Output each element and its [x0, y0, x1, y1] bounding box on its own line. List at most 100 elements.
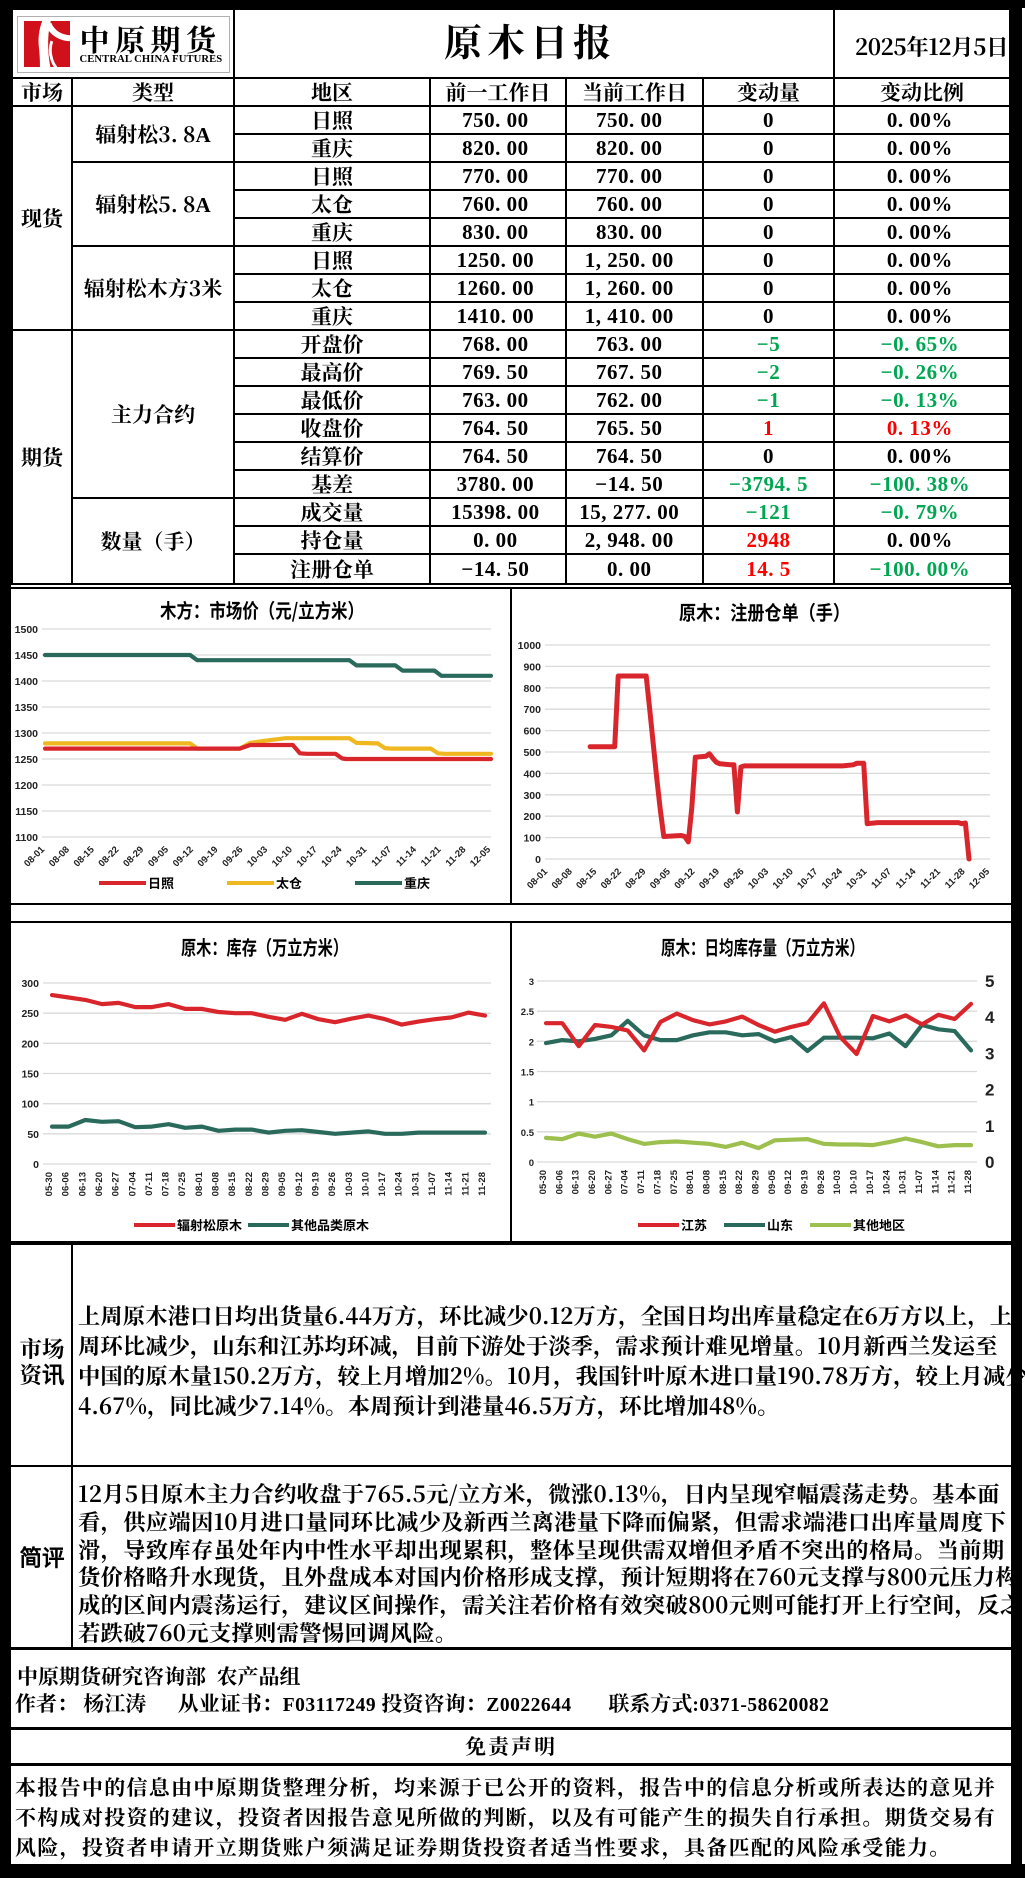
svg-text:08-22: 08-22 [96, 844, 121, 869]
svg-text:09-26: 09-26 [722, 866, 747, 891]
svg-text:11-07: 11-07 [869, 866, 894, 891]
svg-text:11-14: 11-14 [444, 1171, 455, 1195]
svg-text:1: 1 [985, 1117, 994, 1136]
svg-text:06-20: 06-20 [587, 1170, 598, 1194]
svg-text:1000: 1000 [518, 640, 542, 652]
svg-text:150: 150 [21, 1069, 39, 1081]
svg-text:山东: 山东 [767, 1215, 793, 1234]
svg-text:09-19: 09-19 [311, 1172, 322, 1196]
svg-text:10-17: 10-17 [865, 1170, 876, 1194]
svg-text:09-05: 09-05 [648, 866, 673, 891]
svg-text:08-01: 08-01 [22, 844, 47, 869]
svg-text:08-15: 08-15 [574, 866, 599, 891]
svg-text:06-27: 06-27 [111, 1172, 122, 1196]
svg-text:0.5: 0.5 [521, 1128, 535, 1139]
svg-text:09-26: 09-26 [816, 1170, 827, 1194]
svg-text:11-07: 11-07 [914, 1170, 925, 1194]
svg-text:1350: 1350 [15, 702, 39, 714]
svg-text:700: 700 [523, 704, 541, 716]
svg-text:07-25: 07-25 [177, 1171, 188, 1196]
svg-text:09-12: 09-12 [672, 866, 697, 891]
svg-text:09-05: 09-05 [767, 1169, 778, 1194]
svg-text:1400: 1400 [15, 676, 39, 688]
svg-text:其他品类原木: 其他品类原木 [291, 1215, 369, 1234]
svg-text:100: 100 [21, 1099, 39, 1111]
svg-text:1500: 1500 [15, 624, 39, 636]
svg-text:250: 250 [21, 1008, 39, 1020]
svg-text:08-08: 08-08 [211, 1172, 222, 1196]
svg-text:08-08: 08-08 [702, 1170, 713, 1194]
svg-text:08-29: 08-29 [261, 1172, 272, 1196]
svg-text:08-08: 08-08 [47, 844, 72, 869]
svg-text:1250: 1250 [15, 754, 39, 766]
svg-text:06-13: 06-13 [77, 1172, 88, 1196]
svg-text:08-29: 08-29 [121, 844, 146, 869]
svg-text:11-07: 11-07 [427, 1172, 438, 1196]
svg-text:09-12: 09-12 [171, 844, 196, 869]
svg-text:07-04: 07-04 [127, 1171, 138, 1196]
svg-text:07-11: 07-11 [144, 1171, 155, 1195]
svg-text:09-19: 09-19 [196, 844, 221, 869]
svg-text:4: 4 [985, 1008, 995, 1027]
svg-text:300: 300 [21, 978, 39, 990]
svg-text:07-25: 07-25 [669, 1169, 680, 1194]
svg-text:11-21: 11-21 [419, 844, 444, 869]
svg-text:0: 0 [33, 1159, 39, 1171]
svg-text:08-15: 08-15 [72, 844, 97, 869]
svg-text:11-21: 11-21 [918, 866, 943, 891]
svg-text:10-24: 10-24 [394, 1171, 405, 1196]
svg-text:3: 3 [985, 1044, 994, 1063]
svg-text:11-21: 11-21 [460, 1171, 471, 1195]
svg-text:09-05: 09-05 [277, 1171, 288, 1196]
svg-text:1.5: 1.5 [521, 1068, 535, 1079]
svg-text:07-04: 07-04 [620, 1169, 631, 1194]
svg-text:日照: 日照 [148, 873, 174, 892]
svg-text:06-20: 06-20 [94, 1172, 105, 1196]
svg-text:08-22: 08-22 [599, 866, 624, 891]
svg-text:11-28: 11-28 [943, 866, 968, 891]
svg-text:辐射松原木: 辐射松原木 [177, 1215, 242, 1234]
svg-text:08-22: 08-22 [244, 1172, 255, 1196]
svg-text:2.5: 2.5 [521, 1007, 535, 1018]
svg-text:1200: 1200 [15, 780, 39, 792]
svg-text:重庆: 重庆 [404, 873, 430, 892]
svg-text:06-27: 06-27 [603, 1170, 614, 1194]
svg-text:05-30: 05-30 [538, 1170, 549, 1194]
svg-text:10-17: 10-17 [295, 844, 320, 869]
svg-text:其他地区: 其他地区 [853, 1215, 905, 1234]
svg-text:09-26: 09-26 [220, 844, 245, 869]
svg-text:原木：日均库存量（万立方米）: 原木：日均库存量（万立方米） [661, 932, 864, 961]
svg-text:300: 300 [523, 790, 541, 802]
svg-text:400: 400 [523, 768, 541, 780]
svg-text:07-18: 07-18 [161, 1172, 172, 1196]
svg-text:2: 2 [985, 1081, 994, 1100]
svg-text:08-15: 08-15 [227, 1171, 238, 1196]
svg-text:10-31: 10-31 [844, 866, 869, 891]
svg-text:10-24: 10-24 [881, 1169, 892, 1194]
svg-text:10-24: 10-24 [319, 844, 344, 869]
svg-text:10-03: 10-03 [344, 1172, 355, 1196]
svg-text:08-01: 08-01 [525, 866, 550, 891]
svg-text:09-05: 09-05 [146, 844, 171, 869]
svg-text:08-29: 08-29 [751, 1170, 762, 1194]
svg-text:500: 500 [523, 747, 541, 759]
svg-text:08-15: 08-15 [718, 1169, 729, 1194]
svg-text:10-03: 10-03 [746, 866, 771, 891]
svg-text:江苏: 江苏 [681, 1215, 707, 1234]
svg-text:07-11: 07-11 [636, 1169, 647, 1193]
svg-text:08-01: 08-01 [194, 1171, 205, 1196]
svg-text:10-31: 10-31 [898, 1169, 909, 1194]
svg-text:06-13: 06-13 [571, 1170, 582, 1194]
svg-text:600: 600 [523, 726, 541, 738]
svg-text:08-01: 08-01 [685, 1169, 696, 1194]
svg-text:10-10: 10-10 [771, 866, 796, 891]
svg-text:08-29: 08-29 [623, 866, 648, 891]
svg-text:10-10: 10-10 [270, 844, 295, 869]
svg-text:200: 200 [523, 811, 541, 823]
svg-text:1150: 1150 [15, 806, 38, 818]
svg-text:10-24: 10-24 [820, 866, 845, 891]
svg-text:10-10: 10-10 [360, 1172, 371, 1196]
svg-text:08-08: 08-08 [550, 866, 575, 891]
svg-text:06-06: 06-06 [554, 1170, 565, 1194]
svg-text:原木：库存（万立方米）: 原木：库存（万立方米） [181, 932, 348, 961]
